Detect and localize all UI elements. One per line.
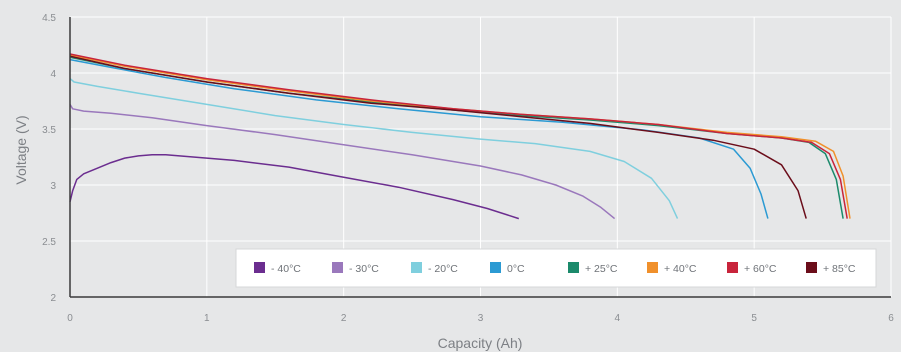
series-lines <box>69 53 851 220</box>
legend-swatch <box>727 262 738 273</box>
legend-label: - 20°C <box>428 263 458 275</box>
series-line <box>69 58 769 219</box>
legend-swatch <box>806 262 817 273</box>
grid <box>70 16 892 297</box>
x-tick-label: 0 <box>67 313 73 324</box>
y-axis-title: Voltage (V) <box>13 115 29 184</box>
legend-swatch <box>254 262 265 273</box>
axes <box>69 17 891 298</box>
series-line <box>69 78 679 219</box>
legend-label: + 25°C <box>585 263 618 275</box>
legend-label: - 40°C <box>271 263 301 275</box>
x-axis-title: Capacity (Ah) <box>438 335 523 351</box>
y-tick-label: 3.5 <box>42 125 56 136</box>
legend-swatch <box>332 262 343 273</box>
x-tick-label: 3 <box>478 313 484 324</box>
x-tick-label: 5 <box>751 313 757 324</box>
legend-swatch <box>568 262 579 273</box>
series-line <box>69 55 807 219</box>
y-tick-labels: 2 2.5 3 3.5 4 4.5 <box>42 13 56 304</box>
x-tick-label: 6 <box>888 313 894 324</box>
legend-label: + 85°C <box>823 263 856 275</box>
y-tick-label: 3 <box>50 181 56 192</box>
y-tick-label: 4.5 <box>42 13 56 24</box>
legend-label: - 30°C <box>349 263 379 275</box>
legend-label: 0°C <box>507 263 525 275</box>
x-tick-label: 2 <box>341 313 347 324</box>
legend-label: + 40°C <box>664 263 697 275</box>
x-tick-labels: 0 1 2 3 4 5 6 <box>67 313 894 324</box>
legend: - 40°C - 30°C - 20°C 0°C + 25°C + 40°C + 60°C +… <box>235 248 877 288</box>
y-tick-label: 4 <box>50 69 56 80</box>
x-tick-label: 1 <box>204 313 210 324</box>
legend-swatch <box>490 262 501 273</box>
legend-swatch <box>411 262 422 273</box>
series-line <box>69 104 616 220</box>
legend-swatch <box>647 262 658 273</box>
series-line <box>69 154 520 220</box>
y-tick-label: 2 <box>50 293 56 304</box>
y-tick-label: 2.5 <box>42 237 56 248</box>
x-tick-label: 4 <box>615 313 621 324</box>
legend-label: + 60°C <box>744 263 777 275</box>
series-line <box>69 53 848 219</box>
